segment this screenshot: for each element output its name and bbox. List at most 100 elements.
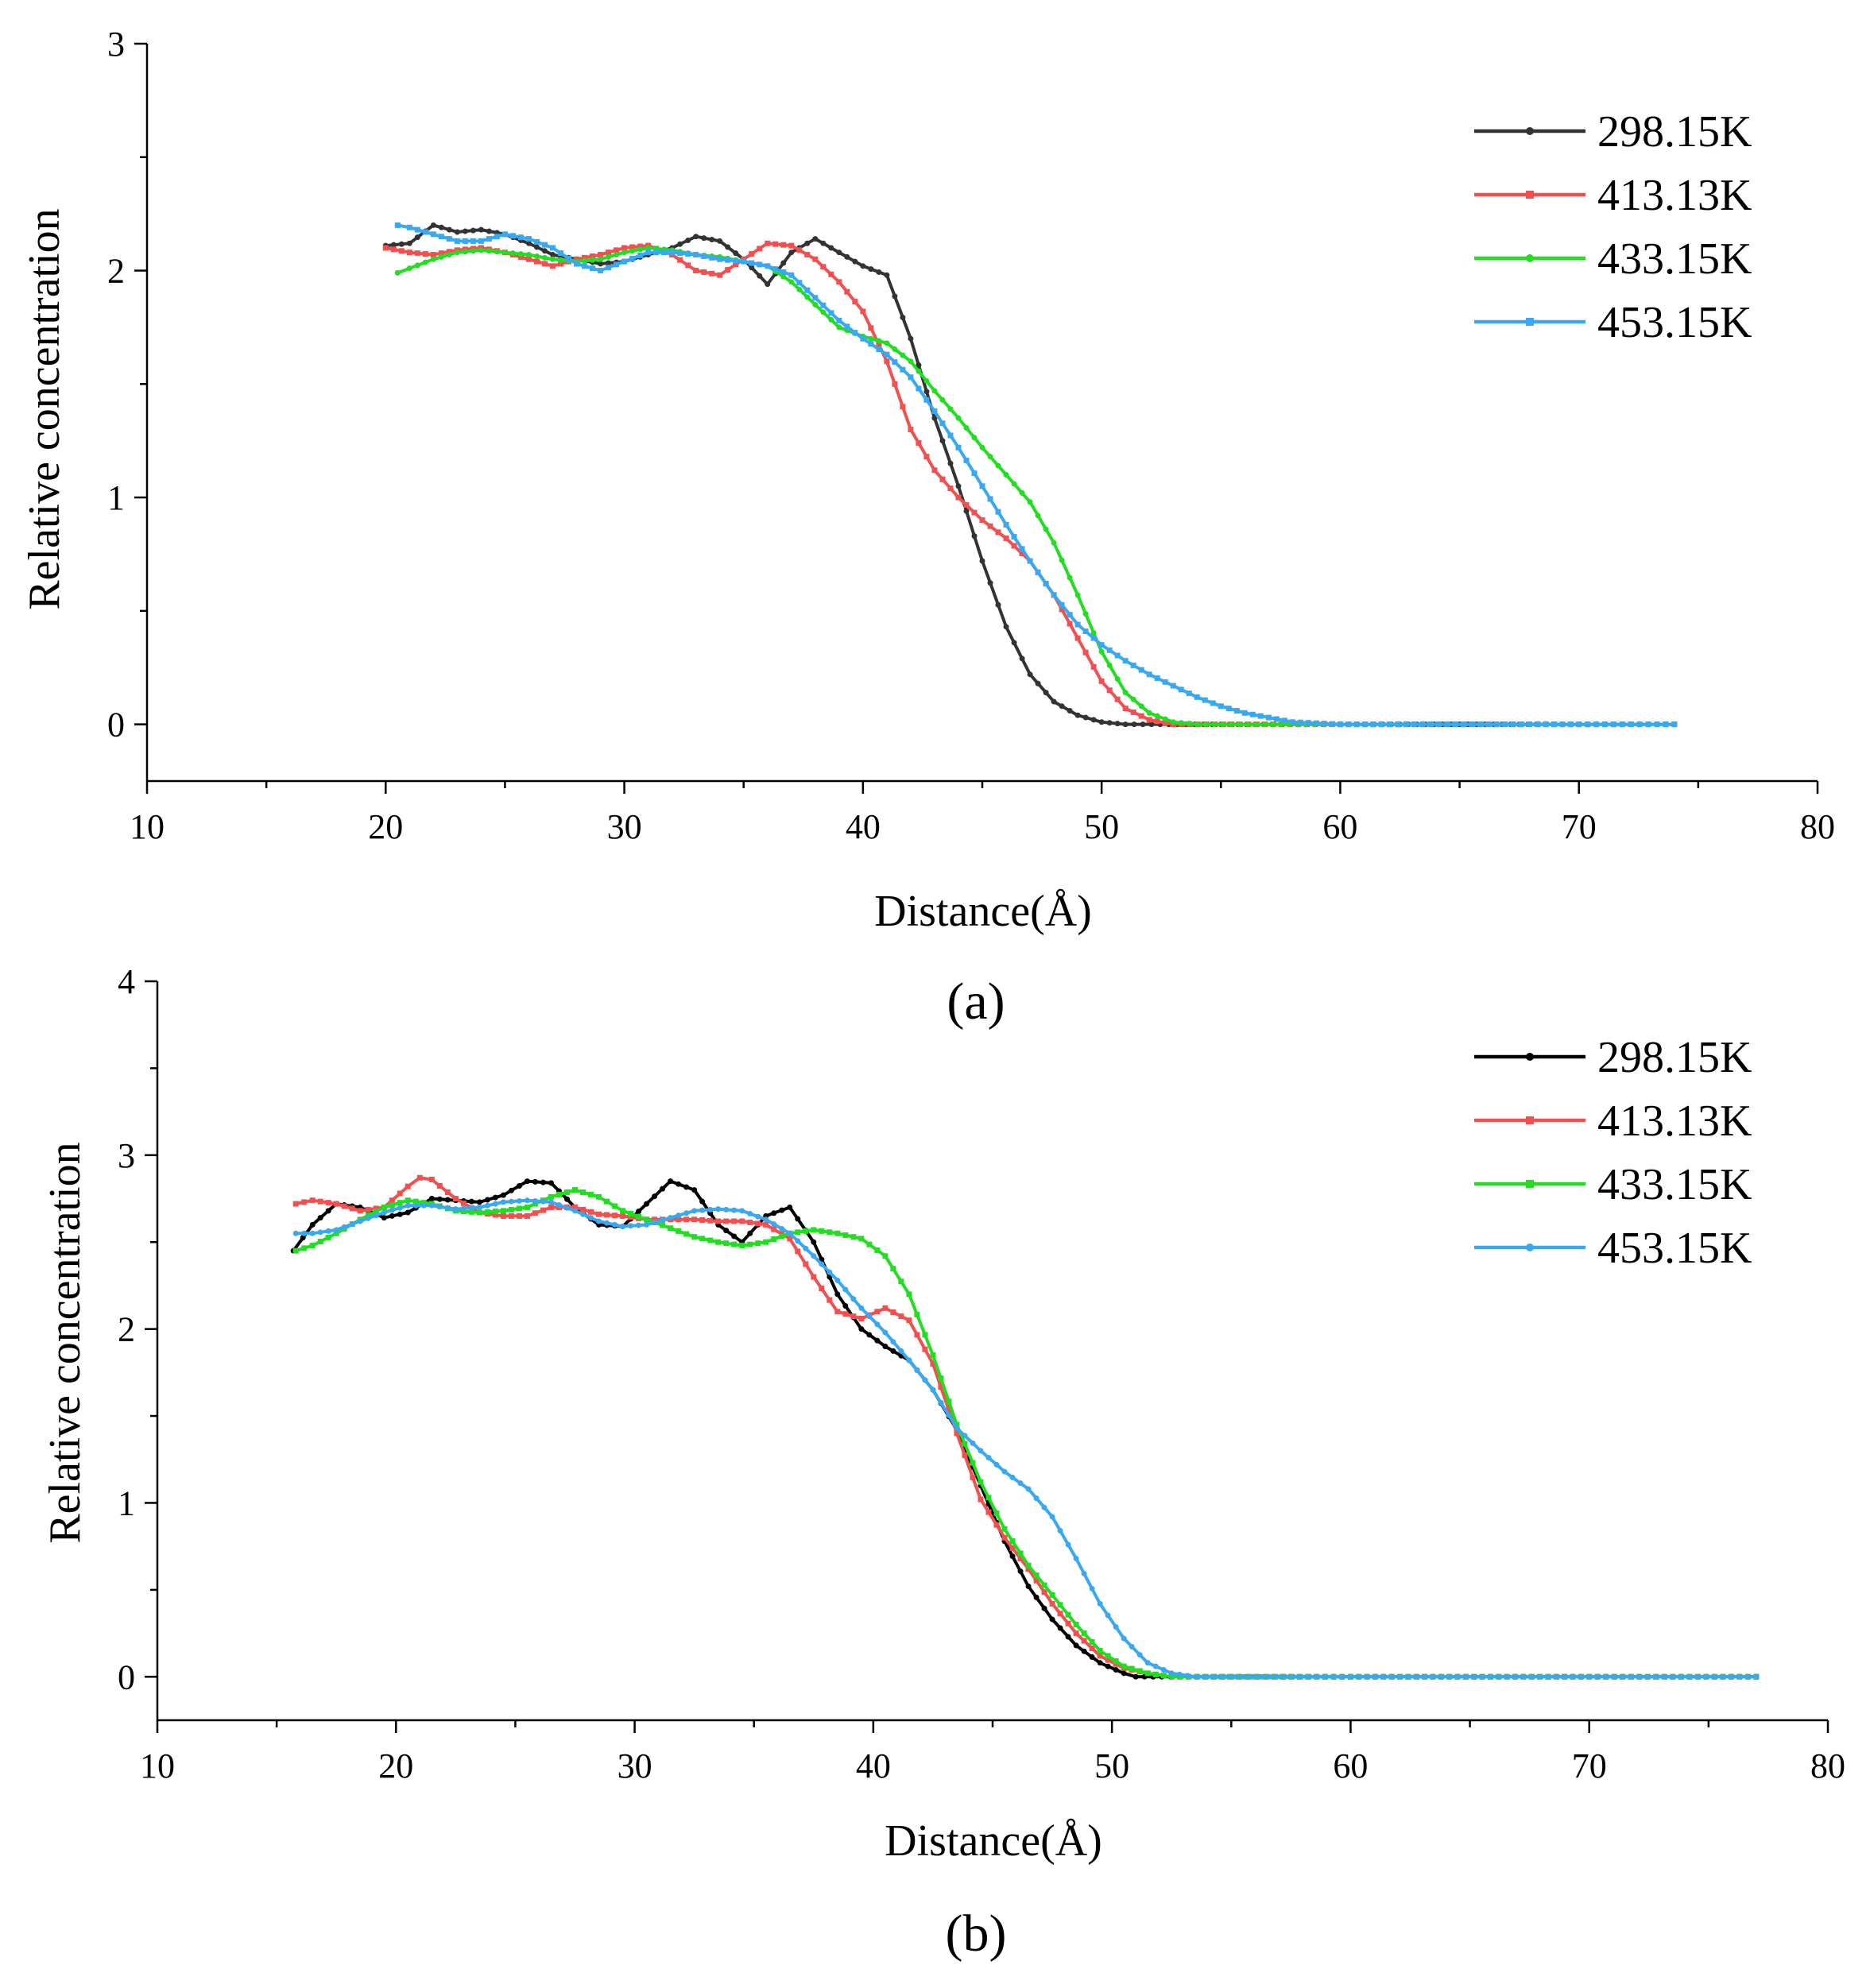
chart-a-y-tick-label: 3: [107, 25, 125, 64]
chart-b-point: [1017, 1480, 1024, 1487]
chart-b-point: [962, 1452, 968, 1459]
chart-a-point: [1178, 687, 1184, 693]
chart-b-point: [1331, 1673, 1338, 1680]
chart-b-point: [906, 1291, 912, 1298]
chart-b-point: [938, 1399, 944, 1406]
chart-a-point: [828, 271, 834, 277]
chart-b-point: [405, 1202, 411, 1209]
chart-b-point: [803, 1261, 809, 1267]
chart-a-point: [1074, 621, 1081, 628]
chart-a-point: [590, 253, 596, 259]
chart-a-point: [1567, 721, 1574, 728]
chart-b-point: [1065, 1611, 1071, 1618]
chart-a-point: [939, 420, 946, 427]
chart-b-point: [604, 1220, 610, 1226]
chart-a-point: [1252, 721, 1259, 728]
chart-b-point: [954, 1425, 960, 1431]
chart-a-point: [637, 246, 644, 253]
chart-a-point: [1671, 721, 1678, 728]
chart-b-point: [922, 1377, 928, 1383]
chart-a-point: [717, 238, 723, 244]
chart-b-point: [827, 1229, 833, 1236]
chart-b-point: [540, 1179, 546, 1185]
chart-a-legend-marker: [1526, 254, 1534, 262]
chart-b-point: [747, 1241, 753, 1247]
chart-a-point: [796, 286, 803, 292]
chart-b-point: [1512, 1673, 1519, 1680]
chart-a-point: [590, 257, 596, 263]
chart-a-point: [637, 253, 644, 259]
chart-b-point: [397, 1205, 403, 1211]
chart-b-point: [1291, 1673, 1297, 1680]
chart-b-point: [906, 1357, 912, 1363]
chart-a-point: [394, 269, 401, 276]
chart-b-point: [771, 1236, 777, 1243]
chart-a-series-markers-413.13K: [382, 240, 1678, 728]
chart-a-legend-marker: [1526, 318, 1534, 326]
chart-a-point: [1162, 716, 1168, 722]
chart-b-point: [660, 1217, 666, 1224]
chart-a-point: [979, 483, 985, 489]
chart-b-point: [508, 1206, 514, 1213]
chart-b-point: [484, 1197, 490, 1203]
chart-a-point: [637, 243, 644, 249]
chart-b-point: [668, 1225, 674, 1232]
chart-a-point: [422, 229, 428, 235]
chart-a-point: [598, 268, 604, 274]
chart-a-point: [1178, 720, 1184, 726]
chart-b-point: [628, 1210, 634, 1216]
chart-b-point: [715, 1218, 722, 1224]
chart-b-point: [1720, 1673, 1726, 1680]
chart-b-point: [1504, 1673, 1510, 1680]
chart-a-point: [1233, 707, 1240, 714]
chart-b: 10 20 30 40 50 60 70 80 0 1 2 3 4 298.15K 413.13K 433.…: [41, 962, 1845, 1963]
chart-b-point: [858, 1305, 865, 1311]
chart-a-point: [916, 362, 922, 369]
chart-a-point: [1138, 703, 1144, 710]
chart-a-point: [606, 265, 612, 271]
chart-b-point: [795, 1248, 801, 1255]
chart-b-point: [1057, 1625, 1063, 1631]
chart-a-point: [1035, 512, 1041, 519]
chart-b-point: [1471, 1673, 1477, 1680]
chart-a-point: [1122, 658, 1129, 664]
chart-b-point: [1009, 1553, 1016, 1560]
chart-b-point: [1073, 1642, 1079, 1649]
chart-b-point: [1152, 1663, 1159, 1669]
chart-b-point: [731, 1218, 738, 1224]
chart-a-point: [1082, 714, 1089, 721]
chart-b-point: [1089, 1639, 1095, 1646]
chart-b-point: [588, 1209, 594, 1215]
chart-b-point: [1033, 1577, 1040, 1584]
chart-b-point: [373, 1205, 379, 1212]
chart-b-point: [1753, 1673, 1760, 1680]
chart-b-point: [882, 1253, 889, 1259]
chart-b-point: [1438, 1673, 1444, 1680]
chart-b-point: [516, 1213, 522, 1219]
chart-a-point: [422, 251, 428, 257]
chart-a-point: [1257, 713, 1264, 719]
chart-a-point: [1289, 719, 1295, 725]
chart-b-point: [803, 1228, 809, 1234]
chart-a-point: [1162, 720, 1168, 726]
chart-b-point: [1388, 1673, 1395, 1680]
chart-a-point: [780, 273, 787, 280]
chart-b-point: [890, 1339, 896, 1345]
chart-b-point: [1160, 1673, 1167, 1679]
chart-b-point: [1009, 1545, 1016, 1551]
chart-b-point: [397, 1190, 403, 1197]
chart-a-point: [868, 341, 874, 347]
chart-b-point: [779, 1225, 785, 1232]
chart-b-point: [381, 1204, 387, 1210]
chart-b-y-tick-label: 1: [118, 1483, 135, 1522]
chart-b-point: [739, 1208, 745, 1214]
chart-a-point: [533, 244, 540, 250]
chart-b-point: [1097, 1660, 1103, 1666]
chart-a-point: [438, 234, 444, 240]
chart-b-point: [1217, 1673, 1223, 1680]
chart-b-point: [699, 1217, 706, 1224]
chart-b-point: [1356, 1673, 1362, 1680]
chart-b-point: [731, 1233, 738, 1240]
chart-b-point: [771, 1210, 777, 1216]
chart-a-x-tick-label: 10: [130, 807, 165, 846]
